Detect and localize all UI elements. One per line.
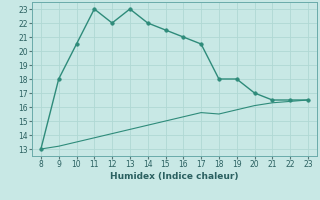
X-axis label: Humidex (Indice chaleur): Humidex (Indice chaleur) (110, 172, 239, 181)
